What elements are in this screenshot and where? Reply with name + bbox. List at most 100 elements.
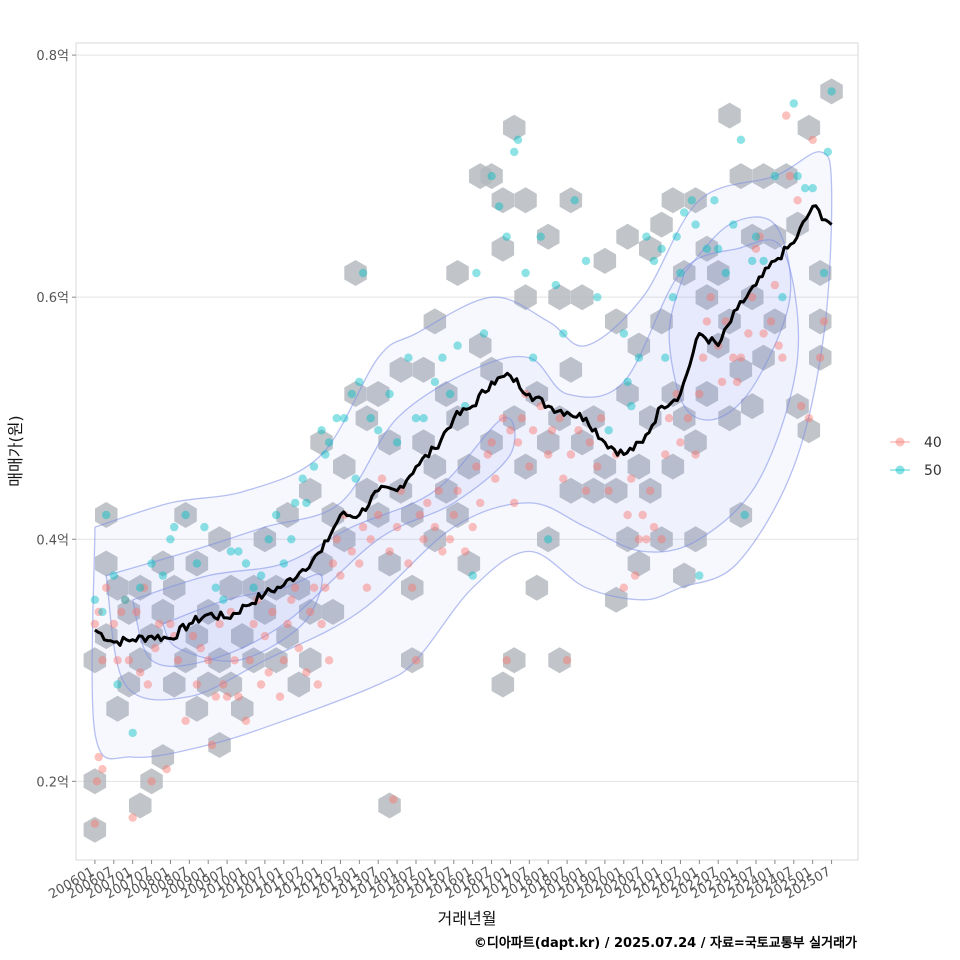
hexbin-72 (435, 477, 458, 504)
hexbin-105 (571, 284, 594, 311)
point-50-70 (623, 377, 632, 387)
hexbin-143 (729, 356, 753, 383)
point-50-102 (827, 87, 836, 96)
hexbin-87 (503, 647, 526, 674)
point-40-114 (604, 486, 613, 495)
hexbin-100 (548, 284, 571, 311)
legend-key-point-50 (895, 465, 905, 475)
hexbin-139 (718, 405, 741, 432)
point-50-41 (385, 389, 394, 399)
point-40-56 (317, 619, 326, 629)
point-50-100 (819, 268, 829, 278)
hexbin-42 (287, 671, 311, 698)
point-50-56 (502, 232, 511, 241)
point-50-39 (366, 414, 375, 423)
point-50-40 (374, 426, 383, 435)
point-40-124 (649, 522, 659, 532)
legend-item-40[interactable]: 40 (890, 435, 942, 451)
point-40-29 (204, 656, 213, 665)
point-50-53 (479, 329, 489, 338)
point-40-145 (755, 232, 764, 241)
point-50-60 (528, 353, 538, 362)
point-50-87 (721, 268, 730, 278)
point-40-101 (528, 426, 538, 435)
point-40-80 (430, 522, 440, 532)
point-40-8 (109, 619, 119, 629)
point-50-10 (166, 535, 175, 544)
point-50-99 (808, 184, 817, 193)
legend-key-point-40 (895, 437, 905, 447)
point-50-21 (256, 571, 266, 580)
hexbin-layer (83, 78, 843, 843)
hexbin-84 (491, 671, 515, 698)
point-40-123 (646, 486, 655, 495)
y-axis: 0.2억 0.4억 0.6억 0.8억 (36, 49, 76, 790)
point-40-38 (241, 716, 251, 725)
point-40-141 (736, 353, 746, 362)
hexbin-86 (491, 187, 515, 214)
point-40-70 (385, 547, 394, 556)
hexbin-83 (480, 163, 503, 190)
point-40-76 (411, 656, 421, 665)
point-50-84 (702, 244, 712, 253)
legend-item-50[interactable]: 50 (890, 463, 942, 479)
point-50-93 (759, 256, 768, 266)
point-50-82 (691, 220, 700, 229)
point-40-26 (188, 631, 198, 641)
point-40-18 (147, 777, 156, 786)
point-40-105 (555, 414, 564, 423)
hexbin-117 (627, 453, 651, 480)
point-40-94 (502, 656, 511, 665)
point-40-21 (162, 765, 171, 774)
point-40-49 (287, 595, 296, 604)
point-40-83 (445, 535, 455, 544)
point-40-86 (460, 547, 470, 556)
hexbin-62 (389, 477, 413, 504)
point-40-50 (290, 583, 300, 592)
point-40-88 (472, 462, 481, 471)
hexbin-151 (763, 223, 787, 250)
point-40-40 (249, 619, 258, 629)
point-50-73 (642, 232, 651, 241)
hexbin-64 (401, 647, 424, 674)
x-axis: 2006012006072007012007072008012008072009… (46, 860, 834, 902)
hexbin-122 (650, 526, 673, 553)
point-50-63 (551, 280, 560, 290)
point-40-17 (143, 680, 152, 689)
point-50-79 (676, 268, 685, 278)
point-40-15 (136, 668, 145, 677)
point-40-6 (98, 656, 107, 665)
point-50-12 (181, 510, 190, 520)
grid (76, 54, 858, 782)
point-40-127 (664, 414, 674, 423)
hexbin-54 (344, 260, 367, 286)
point-40-24 (173, 656, 183, 665)
hexbin-73 (435, 381, 458, 407)
point-50-2 (102, 510, 111, 520)
point-40-95 (506, 426, 515, 435)
point-50-24 (279, 559, 288, 568)
point-40-37 (234, 692, 243, 701)
point-40-16 (139, 583, 149, 592)
point-40-11 (120, 595, 130, 604)
point-40-28 (196, 644, 205, 653)
hexbin-125 (661, 453, 685, 480)
point-50-5 (120, 595, 130, 604)
point-40-44 (264, 668, 273, 677)
point-50-59 (521, 268, 530, 278)
point-50-65 (570, 196, 579, 205)
point-40-119 (630, 571, 640, 580)
point-50-76 (661, 353, 670, 362)
point-40-4 (90, 619, 100, 629)
hexbin-33 (231, 623, 254, 650)
hexbin-136 (695, 235, 719, 262)
hexbin-15 (151, 744, 175, 771)
point-40-156 (808, 135, 817, 144)
point-40-3 (98, 765, 107, 774)
point-40-122 (642, 535, 651, 544)
point-40-36 (230, 656, 239, 665)
hexbin-65 (401, 574, 424, 601)
hexbin-85 (491, 235, 515, 262)
point-50-31 (321, 450, 330, 459)
point-40-67 (366, 535, 375, 544)
